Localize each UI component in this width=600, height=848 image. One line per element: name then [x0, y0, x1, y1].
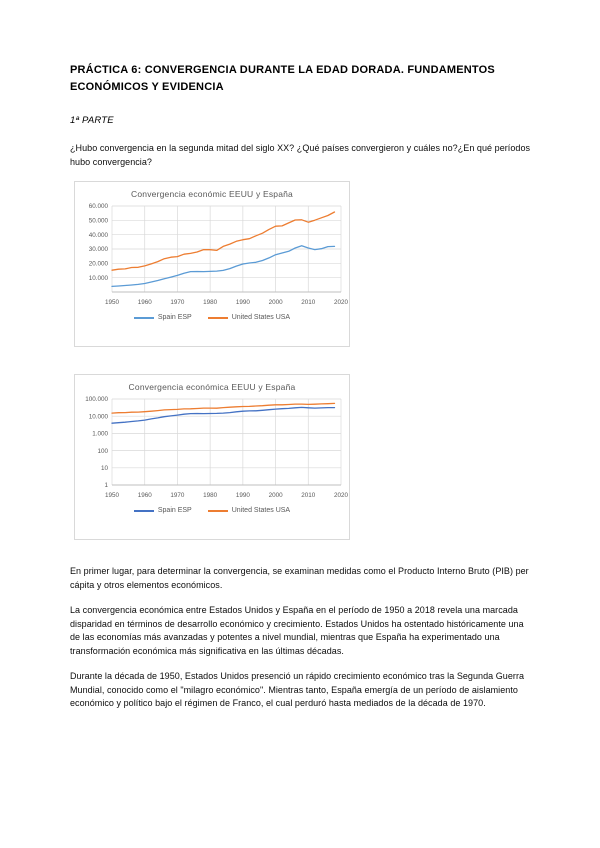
- svg-text:2000: 2000: [269, 492, 284, 499]
- chart-legend: Spain ESP United States USA: [75, 314, 349, 321]
- legend-swatch-spain: [133, 316, 154, 319]
- chart-plot-log: 100.000 10.000 1.000 100 10 1 1950 1960 1970 1980…: [85, 396, 349, 499]
- svg-text:1980: 1980: [203, 299, 218, 306]
- legend-label-spain: Spain ESP: [157, 314, 192, 322]
- chart-legend: Spain ESP United States USA: [75, 507, 349, 514]
- legend-item-spain: Spain ESP: [133, 507, 192, 515]
- svg-text:2010: 2010: [301, 492, 316, 499]
- legend-swatch-spain: [133, 509, 154, 512]
- svg-text:1990: 1990: [236, 492, 251, 499]
- figure-chart-log: Convergencia económica EEUU y España 100…: [74, 374, 350, 541]
- svg-text:40.000: 40.000: [89, 232, 109, 239]
- svg-text:1980: 1980: [203, 492, 218, 499]
- svg-text:10.000: 10.000: [89, 413, 109, 420]
- document-content: PRÁCTICA 6: CONVERGENCIA DURANTE LA EDAD…: [70, 62, 532, 723]
- paragraph: La convergencia económica entre Estados …: [70, 605, 524, 656]
- svg-text:1970: 1970: [170, 492, 185, 499]
- question-paragraph: ¿Hubo convergencia en la segunda mitad d…: [70, 143, 531, 167]
- legend-label-usa: United States USA: [231, 507, 291, 515]
- legend-swatch-usa: [207, 509, 228, 512]
- svg-text:100: 100: [97, 448, 108, 455]
- svg-text:100.000: 100.000: [85, 396, 108, 403]
- svg-text:1950: 1950: [105, 492, 120, 499]
- paragraph: En primer lugar, para determinar la conv…: [70, 566, 529, 590]
- svg-text:1.000: 1.000: [92, 431, 108, 438]
- svg-text:2000: 2000: [269, 299, 284, 306]
- svg-text:50.000: 50.000: [89, 218, 109, 225]
- svg-text:10: 10: [101, 465, 109, 472]
- svg-text:1990: 1990: [236, 299, 251, 306]
- svg-text:1: 1: [104, 482, 108, 489]
- legend-item-spain: Spain ESP: [133, 314, 192, 322]
- legend-swatch-usa: [207, 316, 228, 319]
- chart-plot-linear: 60.000 50.000 40.000 30.000 20.000 10.000 1950…: [89, 203, 349, 306]
- legend-label-spain: Spain ESP: [157, 507, 192, 515]
- legend-item-usa: United States USA: [207, 507, 291, 515]
- svg-text:2020: 2020: [334, 299, 349, 306]
- svg-text:1950: 1950: [105, 299, 120, 306]
- svg-text:20.000: 20.000: [89, 261, 109, 268]
- figure-chart-linear: Convergencia económic EEUU y España 60.0…: [74, 181, 350, 348]
- chart-title: Convergencia económic EEUU y España: [131, 189, 293, 200]
- legend-item-usa: United States USA: [207, 314, 291, 322]
- chart-title: Convergencia económica EEUU y España: [128, 382, 296, 393]
- legend-label-usa: United States USA: [231, 314, 291, 322]
- body-paragraphs: En primer lugar, para determinar la conv…: [70, 565, 532, 711]
- svg-text:2010: 2010: [301, 299, 316, 306]
- svg-text:1970: 1970: [170, 299, 185, 306]
- svg-text:10.000: 10.000: [89, 275, 109, 282]
- svg-text:1960: 1960: [138, 492, 153, 499]
- svg-text:60.000: 60.000: [89, 203, 109, 210]
- svg-text:1960: 1960: [138, 299, 153, 306]
- part-label: 1ª PARTE: [70, 115, 114, 127]
- svg-text:30.000: 30.000: [89, 246, 109, 253]
- page-title: PRÁCTICA 6: CONVERGENCIA DURANTE LA EDAD…: [70, 64, 495, 94]
- svg-text:2020: 2020: [334, 492, 349, 499]
- paragraph: Durante la década de 1950, Estados Unido…: [70, 671, 525, 709]
